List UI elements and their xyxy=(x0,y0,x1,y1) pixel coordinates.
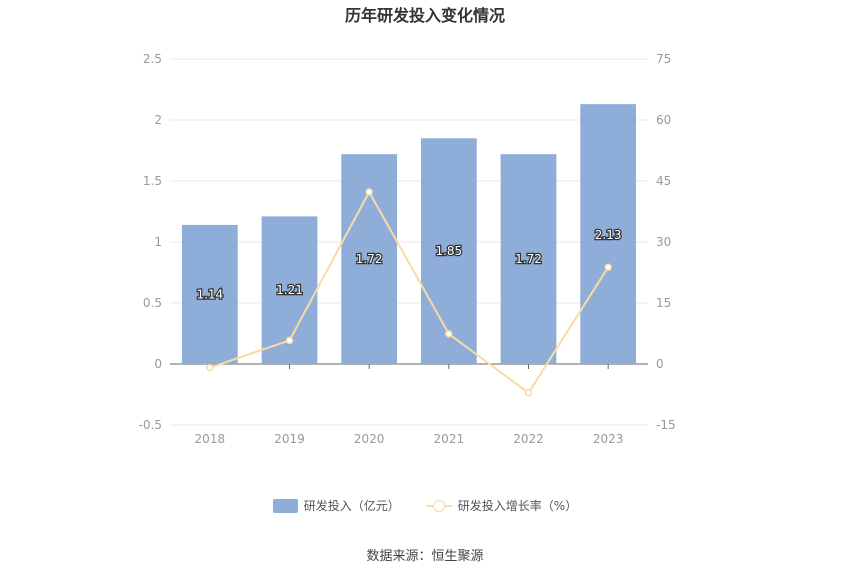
bar-2018 xyxy=(181,224,238,364)
growth-point-2019 xyxy=(285,336,294,345)
x-tick-label: 2023 xyxy=(593,432,624,446)
bar-data-label: 1.21 xyxy=(276,283,303,297)
x-tick-label: 2018 xyxy=(195,432,226,446)
bar-data-label: 1.72 xyxy=(515,252,542,266)
y-right-tick-label: 15 xyxy=(656,296,671,310)
legend-bar-swatch xyxy=(272,498,298,513)
legend-item-line[interactable]: 研发投入增长率（%） xyxy=(425,497,578,514)
x-tick-label: 2021 xyxy=(434,432,465,446)
growth-rate-line xyxy=(209,189,610,395)
legend-bar-label: 研发投入（亿元） xyxy=(303,499,400,513)
y-right-tick-label: 30 xyxy=(656,235,671,249)
y-left-tick-label: 0.5 xyxy=(143,296,162,310)
bar-data-label: 2.13 xyxy=(595,228,622,242)
y-left-tick-label: 2.5 xyxy=(143,52,162,66)
bar-2023 xyxy=(580,104,637,364)
y-left-tick-label: -0.5 xyxy=(139,418,162,432)
bar-data-label: 1.14 xyxy=(196,287,223,301)
y-left-tick-label: 1 xyxy=(154,235,162,249)
growth-point-2022 xyxy=(524,389,533,397)
legend: 研发投入（亿元） 研发投入增长率（%） xyxy=(0,497,850,514)
bar-data-label: 1.85 xyxy=(435,244,462,258)
y-right-tick-label: 0 xyxy=(656,357,664,371)
legend-line-swatch xyxy=(425,499,452,513)
y-left-tick-label: 1.5 xyxy=(143,174,162,188)
y-right-tick-label: 45 xyxy=(656,174,671,188)
x-tick-label: 2019 xyxy=(274,432,305,446)
bar-data-label: 1.72 xyxy=(356,252,383,266)
y-left-tick-label: 0 xyxy=(154,357,162,371)
legend-line-label: 研发投入增长率（%） xyxy=(457,499,578,513)
growth-point-2018 xyxy=(206,363,214,372)
x-tick-label: 2020 xyxy=(354,432,385,446)
growth-point-2021 xyxy=(445,330,453,338)
bar-2021 xyxy=(420,138,477,364)
y-right-tick-label: -15 xyxy=(656,418,676,432)
y-right-tick-label: 75 xyxy=(656,52,671,66)
x-tick-label: 2022 xyxy=(513,432,544,446)
data-source: 数据来源：恒生聚源 xyxy=(366,549,484,564)
growth-point-2023 xyxy=(604,263,612,271)
growth-point-2020 xyxy=(365,188,373,196)
y-left-tick-label: 2 xyxy=(154,113,162,127)
y-right-tick-label: 60 xyxy=(656,113,671,127)
bar-2022 xyxy=(500,154,557,364)
chart-title: 历年研发投入变化情况 xyxy=(344,6,505,25)
legend-item-bar[interactable]: 研发投入（亿元） xyxy=(272,497,400,514)
